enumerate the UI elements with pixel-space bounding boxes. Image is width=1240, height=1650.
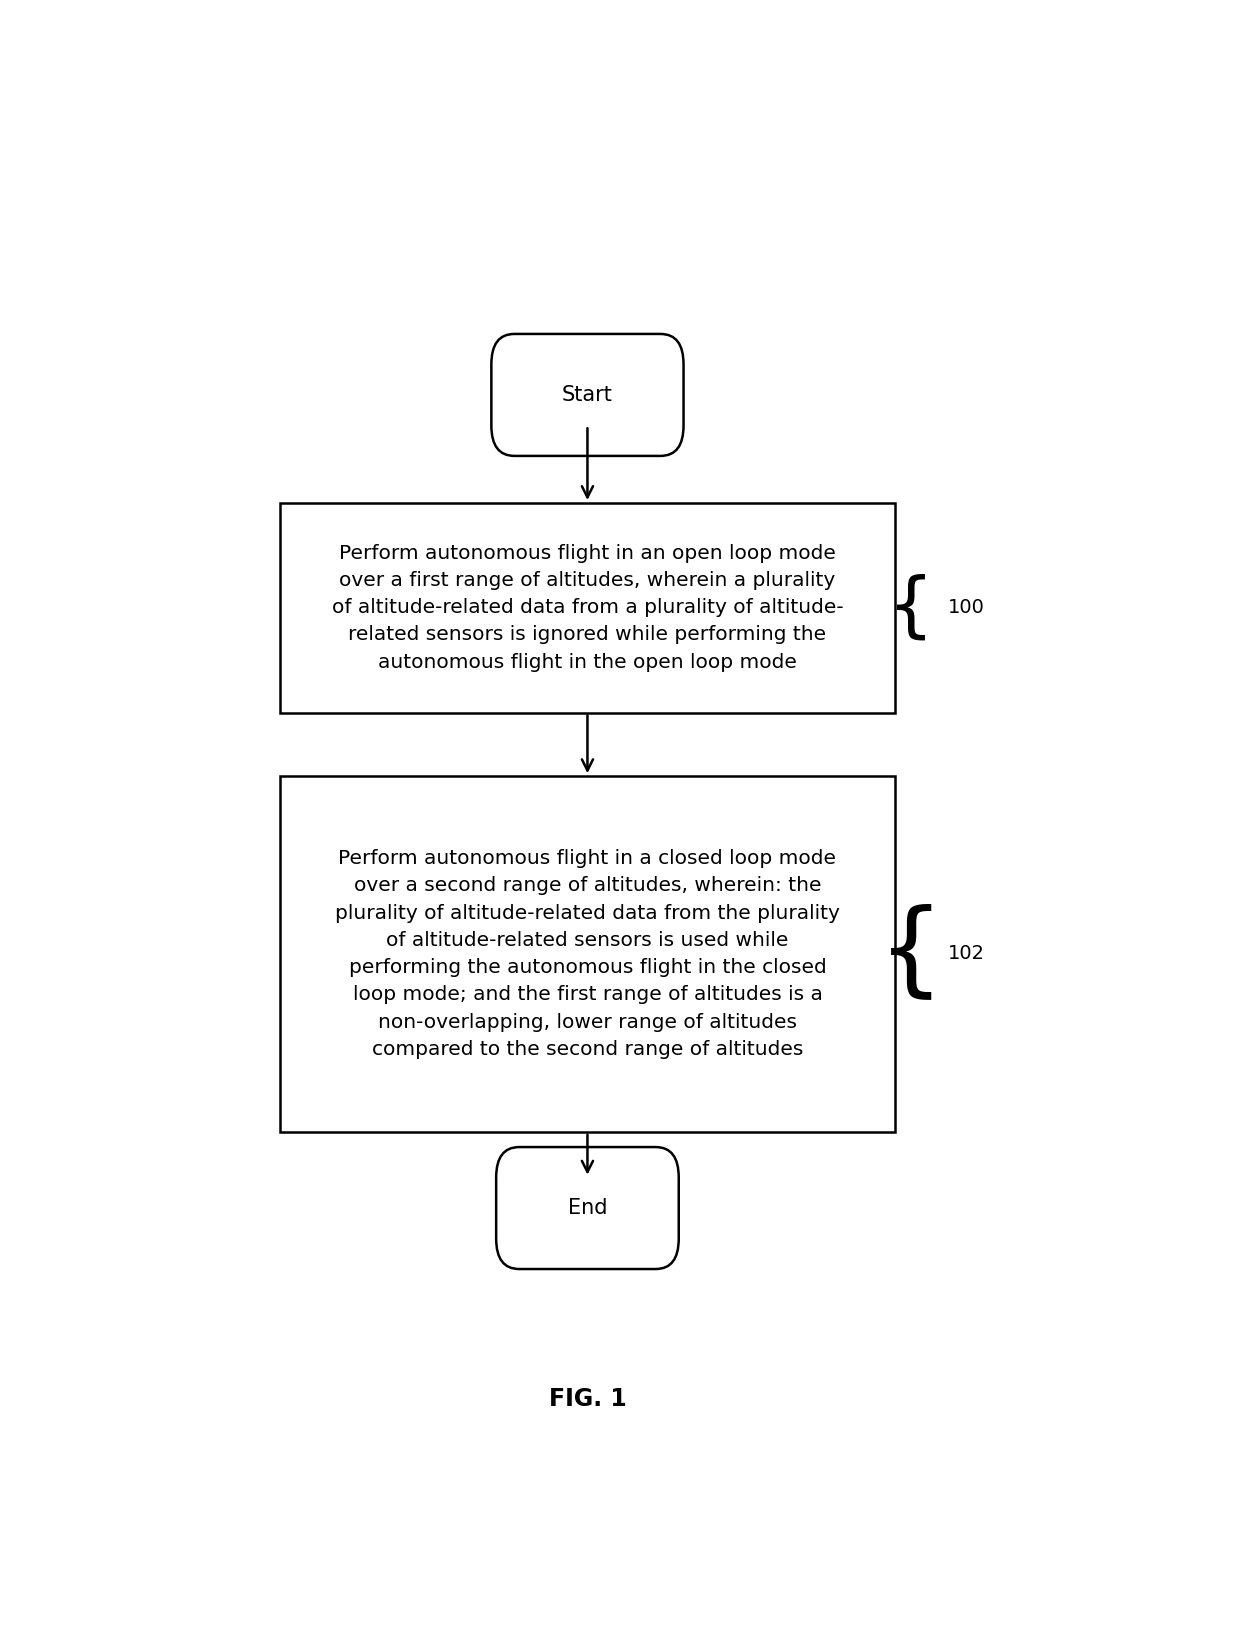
Text: FIG. 1: FIG. 1 — [548, 1386, 626, 1411]
Bar — [280, 776, 895, 1132]
Text: Start: Start — [562, 384, 613, 404]
Text: Perform autonomous flight in a closed loop mode
over a second range of altitudes: Perform autonomous flight in a closed lo… — [335, 850, 839, 1059]
Text: Perform autonomous flight in an open loop mode
over a first range of altitudes, : Perform autonomous flight in an open loo… — [331, 544, 843, 672]
Text: End: End — [568, 1198, 608, 1218]
Text: {: { — [888, 573, 934, 642]
FancyBboxPatch shape — [496, 1147, 678, 1269]
Bar — [280, 503, 895, 713]
Text: 100: 100 — [947, 599, 985, 617]
Text: {: { — [878, 904, 945, 1005]
Text: 102: 102 — [947, 944, 985, 964]
FancyBboxPatch shape — [491, 333, 683, 455]
